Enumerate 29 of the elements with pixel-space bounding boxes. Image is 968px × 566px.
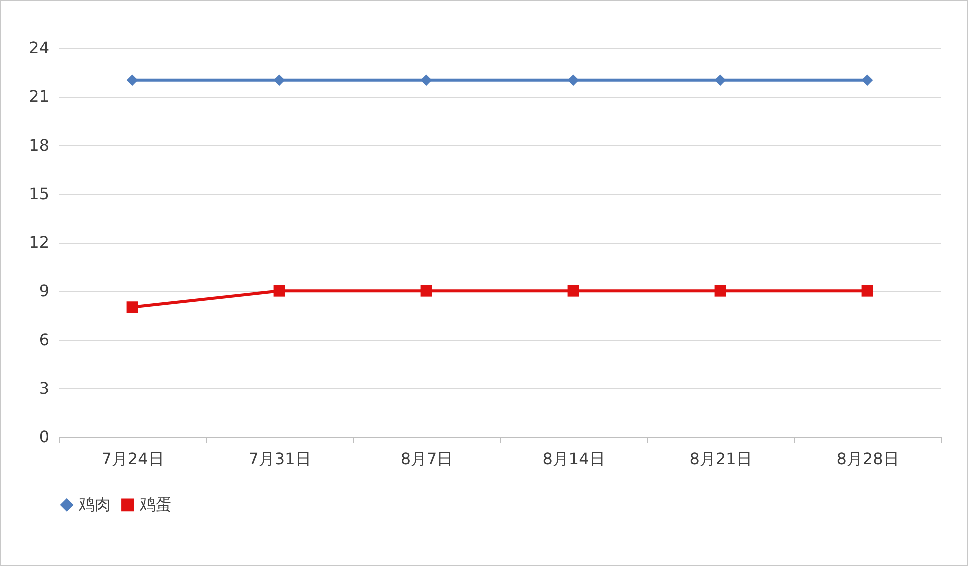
y-tick-label: 12: [29, 233, 50, 252]
point: [568, 285, 580, 297]
point: [714, 74, 726, 86]
x-tick-label: 7月24日: [102, 450, 164, 468]
y-tick-label: 9: [39, 282, 50, 301]
x-tick-label: 8月14日: [542, 450, 606, 468]
y-tick-label: 6: [39, 330, 50, 350]
y-tick-label: 0: [39, 428, 50, 446]
point: [126, 74, 138, 86]
point: [126, 302, 138, 314]
x-tick-label: 8月21日: [690, 450, 752, 468]
point: [568, 74, 580, 86]
y-tick-label: 21: [29, 87, 50, 106]
point: [420, 285, 432, 297]
point: [274, 285, 286, 297]
point: [862, 74, 874, 86]
legend-label: 鸡肉: [78, 495, 111, 514]
x-tick-label: 8月7日: [400, 450, 454, 468]
legend-label: 鸡蛋: [139, 495, 172, 514]
x-tick-label: 7月31日: [248, 450, 312, 468]
y-tick-label: 18: [29, 136, 50, 155]
x-tick-label: 8月28日: [836, 450, 900, 468]
point: [274, 74, 286, 86]
point: [862, 285, 874, 297]
y-tick-label: 24: [29, 38, 50, 58]
point: [714, 285, 726, 297]
y-tick-label: 3: [39, 378, 50, 398]
point: [420, 74, 432, 86]
y-tick-label: 15: [29, 184, 50, 204]
